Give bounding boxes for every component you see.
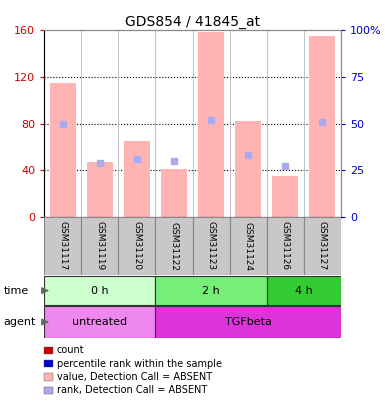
Text: rank, Detection Call = ABSENT: rank, Detection Call = ABSENT xyxy=(57,386,207,395)
Bar xyxy=(50,83,76,217)
Text: 0 h: 0 h xyxy=(91,286,109,296)
Text: GSM31120: GSM31120 xyxy=(132,222,141,271)
Bar xyxy=(81,217,119,275)
Text: TGFbeta: TGFbeta xyxy=(224,317,271,327)
Bar xyxy=(44,217,81,275)
Text: GSM31117: GSM31117 xyxy=(58,222,67,271)
Text: count: count xyxy=(57,345,84,355)
Bar xyxy=(267,276,341,305)
Text: GSM31122: GSM31122 xyxy=(169,222,179,271)
Bar xyxy=(192,217,229,275)
Bar xyxy=(267,217,304,275)
Bar xyxy=(161,169,187,217)
Text: time: time xyxy=(4,286,29,296)
Bar xyxy=(44,307,156,337)
Bar xyxy=(229,217,266,275)
Text: GSM31126: GSM31126 xyxy=(281,222,290,271)
Bar xyxy=(156,276,267,305)
Bar xyxy=(44,276,156,305)
Text: untreated: untreated xyxy=(72,317,127,327)
Bar xyxy=(156,217,192,275)
Text: GSM31127: GSM31127 xyxy=(318,222,327,271)
Bar xyxy=(198,32,224,217)
Bar xyxy=(309,36,335,217)
Title: GDS854 / 41845_at: GDS854 / 41845_at xyxy=(125,15,260,29)
Text: value, Detection Call = ABSENT: value, Detection Call = ABSENT xyxy=(57,372,212,382)
Bar xyxy=(124,141,150,217)
Text: 4 h: 4 h xyxy=(295,286,313,296)
Bar xyxy=(119,217,156,275)
Text: GSM31123: GSM31123 xyxy=(206,222,216,271)
Text: GSM31124: GSM31124 xyxy=(244,222,253,271)
Text: agent: agent xyxy=(4,317,36,327)
Bar xyxy=(272,176,298,217)
Text: percentile rank within the sample: percentile rank within the sample xyxy=(57,359,222,369)
Bar xyxy=(304,217,341,275)
Bar xyxy=(156,307,341,337)
Bar xyxy=(87,162,113,217)
Text: GSM31119: GSM31119 xyxy=(95,222,104,271)
Bar xyxy=(235,121,261,217)
Text: 2 h: 2 h xyxy=(202,286,220,296)
